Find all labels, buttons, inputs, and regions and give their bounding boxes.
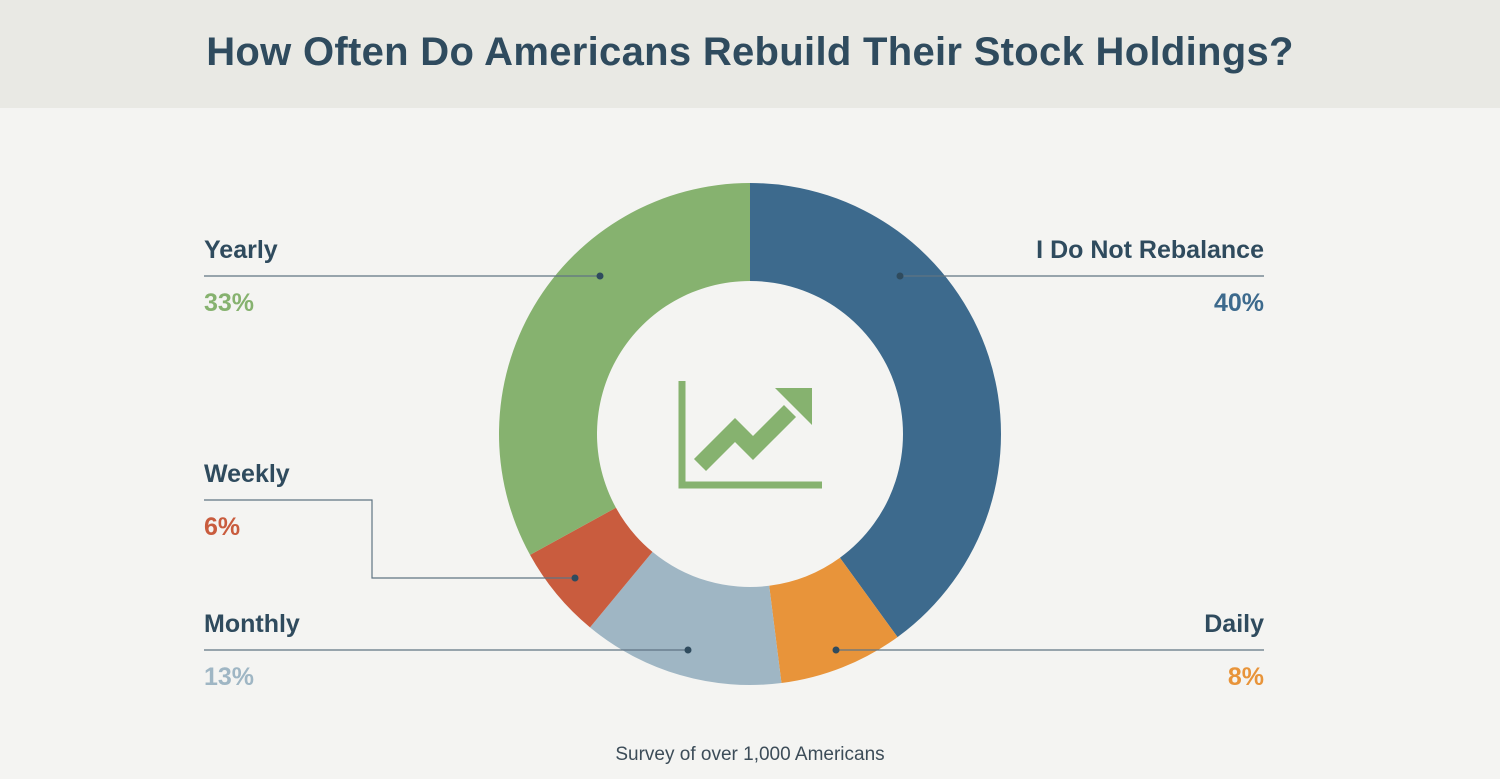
value-label-no-rebalance: 40% xyxy=(1213,289,1264,317)
slice-i-do-not-rebalance xyxy=(750,183,1002,638)
leader-monthly-dot xyxy=(684,646,692,654)
slice-daily xyxy=(769,557,898,684)
leader-weekly-dot xyxy=(571,574,579,582)
slice-yearly xyxy=(498,182,750,555)
leader-lines xyxy=(204,272,1264,654)
legend-label-monthly: Monthly xyxy=(204,610,300,638)
legend-label-no-rebalance: I Do Not Rebalance xyxy=(1036,236,1264,264)
legend-label-daily: Daily xyxy=(1204,610,1264,638)
value-label-daily: 8% xyxy=(1227,663,1264,691)
chart-title: How Often Do Americans Rebuild Their Sto… xyxy=(206,30,1294,74)
line-chart-up-arrow-icon xyxy=(678,381,822,489)
slice-weekly xyxy=(530,507,653,628)
leader-daily-dot xyxy=(832,646,840,654)
value-label-monthly: 13% xyxy=(204,663,255,691)
leader-yearly-dot xyxy=(596,272,604,280)
value-label-weekly: 6% xyxy=(204,513,241,541)
value-label-yearly: 33% xyxy=(204,289,255,317)
legend-label-weekly: Weekly xyxy=(204,460,290,488)
legend-label-yearly: Yearly xyxy=(204,236,278,264)
leader-no-rebalance-dot xyxy=(896,272,904,280)
leader-weekly xyxy=(204,499,575,579)
survey-footnote: Survey of over 1,000 Americans xyxy=(615,744,885,765)
slice-monthly xyxy=(590,551,782,685)
header-band xyxy=(0,0,1500,108)
